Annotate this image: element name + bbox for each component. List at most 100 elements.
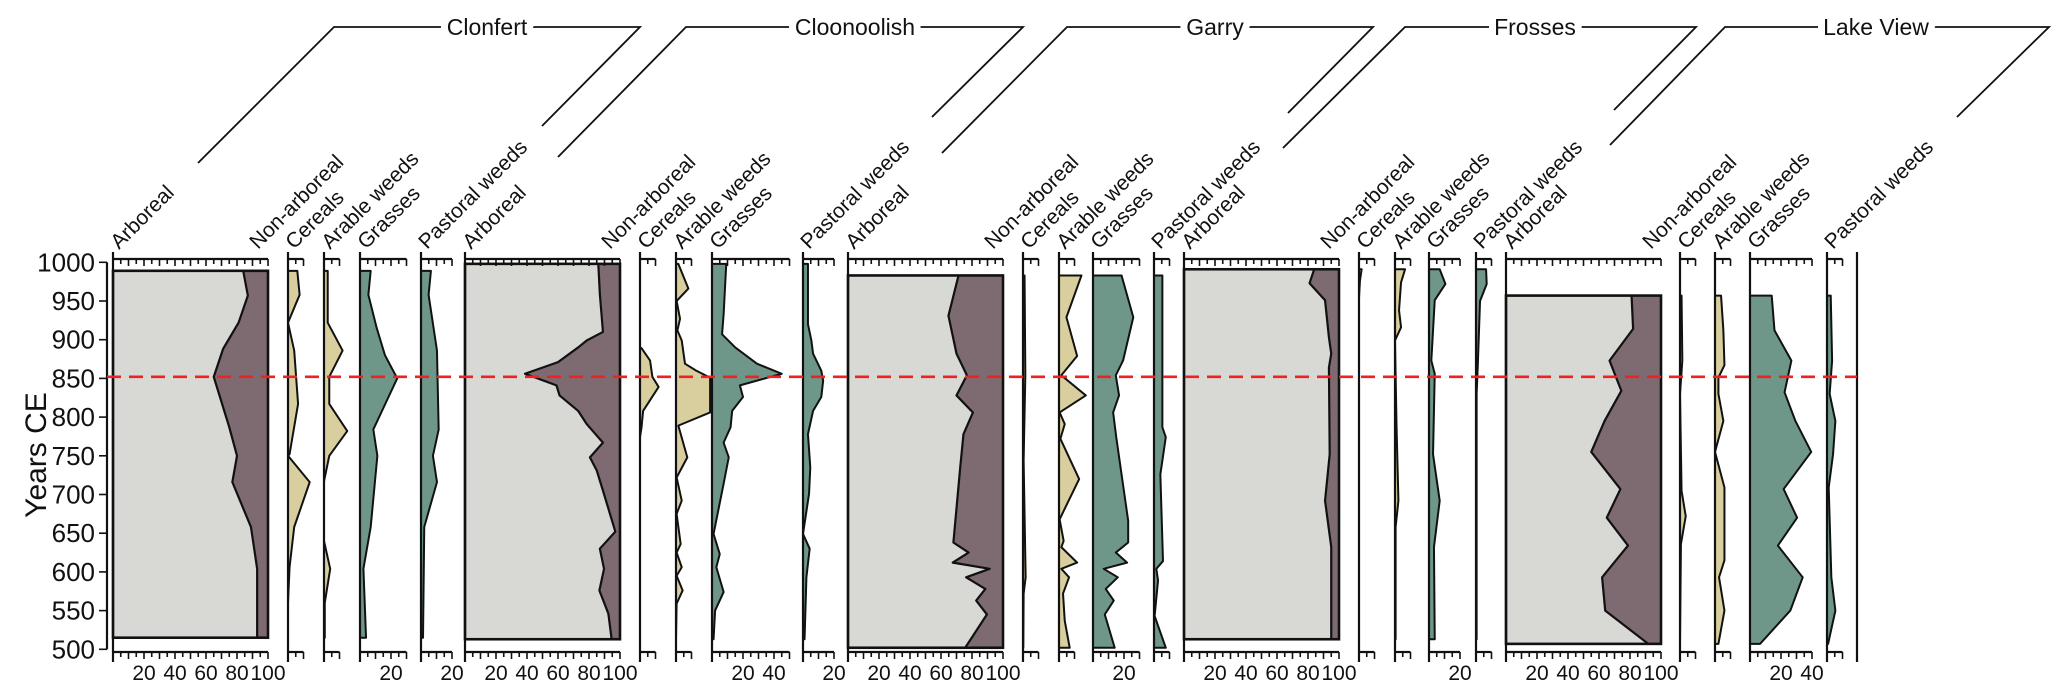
x-tick-label: 20 <box>1525 662 1548 685</box>
site-header: Frosses <box>1282 7 1699 149</box>
x-tick-label: 60 <box>1265 662 1288 685</box>
grasses-area <box>711 262 783 641</box>
pastoral-panel: Pastoral weeds <box>1820 136 1938 662</box>
x-tick-label: 20 <box>484 662 507 685</box>
arboreal-boundary <box>523 263 617 640</box>
grasses-area <box>1749 294 1813 645</box>
arable-area <box>1714 294 1726 645</box>
pastoral-area <box>1153 274 1167 649</box>
x-tick-label: 20 <box>822 662 845 685</box>
y-tick-label: 900 <box>52 325 95 355</box>
arable-area <box>1394 268 1407 641</box>
site-headers: Clonfert Cloonoolish Garry Frosses Lake View <box>197 7 2052 164</box>
arboreal-boundary <box>947 275 991 649</box>
y-axis-title: Years CE <box>20 392 53 518</box>
arboreal-area <box>465 263 616 640</box>
x-tick-label: 100 <box>250 662 285 685</box>
cereals-panel: Cereals <box>1016 186 1084 662</box>
site-bracket <box>1282 26 1699 149</box>
x-tick-label: 80 <box>577 662 600 685</box>
x-tick-label: 80 <box>960 662 983 685</box>
grasses-area <box>1428 268 1447 641</box>
pastoral-area <box>1475 268 1488 641</box>
taxon-label: Pastoral weeds <box>1820 136 1938 254</box>
x-tick-label: 40 <box>515 662 538 685</box>
y-tick-label: 950 <box>52 286 95 316</box>
cereals-panel: Cereals <box>1352 186 1420 662</box>
site-header: Cloonoolish <box>557 7 1026 158</box>
site-header: Lake View <box>1609 7 2052 146</box>
arboreal-area <box>1506 295 1649 644</box>
x-tick-label: 100 <box>1321 662 1356 685</box>
arable-area <box>675 262 712 641</box>
arboreal-boundary <box>1590 295 1649 645</box>
arable-area <box>1058 274 1087 649</box>
site-bracket <box>1609 26 2052 146</box>
x-tick-label: 20 <box>132 662 155 685</box>
site-label: Lake View <box>1823 14 1929 40</box>
x-tick-label: 60 <box>546 662 569 685</box>
site-label: Garry <box>1186 14 1244 40</box>
pastoral-area <box>802 262 825 641</box>
y-tick-label: 1000 <box>37 247 95 277</box>
x-tick-label: 20 <box>867 662 890 685</box>
arboreal-area <box>113 270 258 638</box>
x-tick-label: 100 <box>1643 662 1678 685</box>
site-label: Cloonoolish <box>795 14 915 40</box>
x-tick-label: 20 <box>379 662 402 685</box>
x-tick-label: 40 <box>762 662 785 685</box>
y-tick-label: 750 <box>52 441 95 471</box>
grasses-area <box>359 269 399 639</box>
x-tick-label: 40 <box>1800 662 1823 685</box>
arboreal-area <box>1184 269 1332 640</box>
x-tick-label: 80 <box>1618 662 1641 685</box>
arboreal-boundary <box>212 270 259 638</box>
y-tick-label: 650 <box>52 518 95 548</box>
x-tick-label: 60 <box>929 662 952 685</box>
site-bracket <box>941 26 1376 154</box>
y-tick-label: 700 <box>52 480 95 510</box>
y-tick-label: 500 <box>52 634 95 664</box>
x-tick-label: 80 <box>225 662 248 685</box>
x-tick-label: 100 <box>985 662 1020 685</box>
non-arboreal-area <box>524 263 620 640</box>
site-label: Clonfert <box>447 14 528 40</box>
x-tick-label: 20 <box>1769 662 1792 685</box>
x-tick-label: 40 <box>898 662 921 685</box>
x-tick-label: 20 <box>1203 662 1226 685</box>
pastoral-area <box>1826 294 1837 645</box>
y-axis: 1000 950 900 850 800 750 700 650 600 550 500 <box>37 247 109 664</box>
x-tick-label: 20 <box>731 662 754 685</box>
arable-area <box>323 269 349 639</box>
site-header: Garry <box>941 7 1376 154</box>
x-tick-label: 20 <box>1448 662 1471 685</box>
site-bracket <box>197 26 643 164</box>
taxon-label: Arboreal <box>106 181 178 253</box>
non-arboreal-area <box>948 275 1003 648</box>
site-label: Frosses <box>1494 14 1576 40</box>
arboreal-area <box>848 275 990 648</box>
x-tick-label: 80 <box>1296 662 1319 685</box>
x-tick-label: 40 <box>1234 662 1257 685</box>
cereals-panel: Cereals <box>633 186 701 662</box>
x-tick-label: 20 <box>1112 662 1135 685</box>
y-tick-label: 600 <box>52 557 95 587</box>
non-arboreal-area <box>1591 295 1661 644</box>
x-tick-label: 60 <box>1587 662 1610 685</box>
cereals-area <box>287 269 311 639</box>
pastoral-area <box>420 269 440 639</box>
x-tick-label: 100 <box>602 662 637 685</box>
y-tick-label: 550 <box>52 596 95 626</box>
cereals-area <box>639 262 660 641</box>
grasses-area <box>1092 274 1135 649</box>
x-tick-label: 40 <box>163 662 186 685</box>
x-tick-label: 20 <box>440 662 463 685</box>
